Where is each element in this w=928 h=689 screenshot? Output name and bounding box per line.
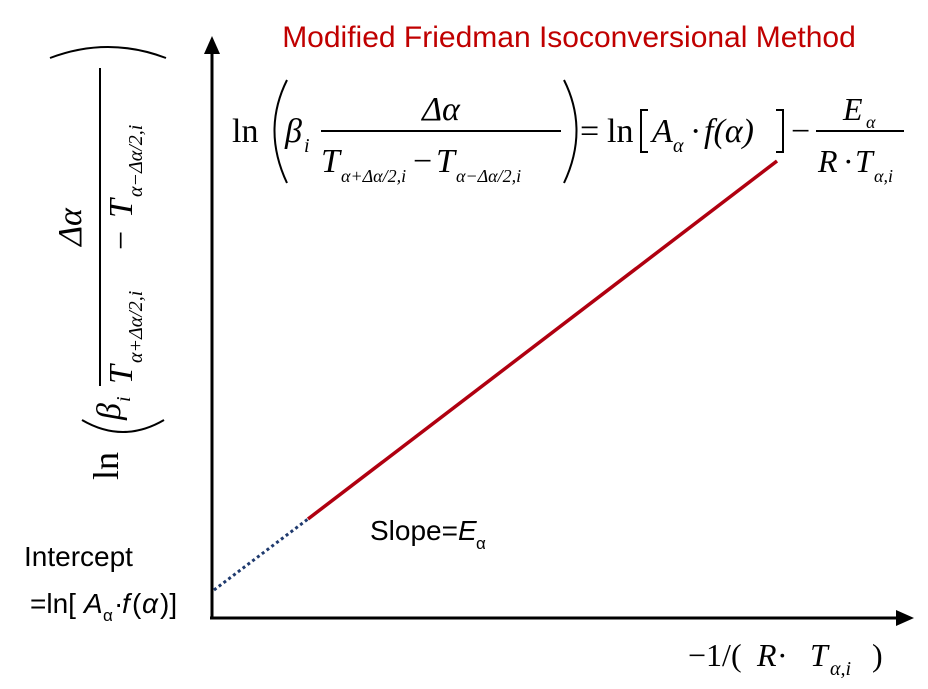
y-right-paren <box>49 46 167 59</box>
equation: ln β i Δα T α+Δα/2,i − T α−Δα/2,i = ln A… <box>232 79 904 186</box>
eq-T1: T <box>321 143 342 180</box>
x-axis-label: −1/( R · T α,i ) <box>688 637 883 680</box>
eq-T3-sub: α,i <box>874 166 893 186</box>
eq-right-bracket <box>776 109 784 153</box>
eq-beta-sub: i <box>304 135 310 157</box>
y-T2: T <box>103 197 140 218</box>
intercept-A-sub: α <box>103 606 113 625</box>
eq-E-sub: α <box>866 112 876 132</box>
intercept-A: A <box>82 588 103 619</box>
intercept-f: f <box>122 588 133 619</box>
y-left-paren <box>81 419 165 433</box>
eq-minus2: − <box>791 113 810 150</box>
eq-minus: − <box>413 143 432 180</box>
eq-E: E <box>842 91 863 127</box>
intercept-suffix: )] <box>160 588 177 619</box>
eq-A-sub: α <box>673 135 684 157</box>
slope-label: Slope= E α <box>370 515 486 553</box>
slope-prefix: Slope= <box>370 515 458 546</box>
x-R: R <box>756 637 777 673</box>
x-suffix: ) <box>872 637 883 673</box>
eq-delta-alpha: Δα <box>420 91 461 128</box>
intercept-dot: · <box>114 588 123 619</box>
eq-dot: · <box>690 113 701 150</box>
y-T2-sub: α−Δα/2,i <box>125 125 147 197</box>
y-axis-arrowhead <box>204 36 220 54</box>
slope-E: E <box>458 515 477 546</box>
y-beta-sub: i <box>113 396 135 402</box>
y-beta: β <box>91 403 128 421</box>
x-prefix: −1/( <box>688 637 742 673</box>
axes <box>204 36 914 626</box>
extrapolation-dotted-line <box>213 517 309 592</box>
eq-R: R <box>817 143 838 179</box>
intercept-label: Intercept =ln[ A α · f ( α )] <box>24 541 177 625</box>
intercept-line1: Intercept <box>24 541 133 572</box>
intercept-alpha: α <box>142 588 159 619</box>
eq-T2-sub: α−Δα/2,i <box>456 166 521 186</box>
diagram-title: Modified Friedman Isoconversional Method <box>282 21 856 54</box>
eq-f-alpha: f(α) <box>704 113 754 150</box>
y-T1-sub: α+Δα/2,i <box>125 291 147 363</box>
eq-A: A <box>650 113 673 150</box>
x-axis-arrowhead <box>896 610 914 626</box>
intercept-paren: ( <box>132 588 142 619</box>
fitted-line <box>306 159 779 521</box>
x-dot: · <box>777 637 788 673</box>
eq-right-paren <box>563 79 578 184</box>
y-minus: − <box>103 231 140 250</box>
eq-equals: = <box>580 113 599 150</box>
intercept-prefix: =ln[ <box>30 588 76 619</box>
x-T-sub: α,i <box>830 658 851 680</box>
y-ln: ln <box>86 452 126 480</box>
eq-ln: ln <box>232 113 258 150</box>
eq-beta: β <box>284 113 302 150</box>
eq-T1-sub: α+Δα/2,i <box>341 166 406 186</box>
x-T: T <box>810 637 830 673</box>
eq-T2: T <box>436 143 457 180</box>
eq-ln2: ln <box>607 113 633 150</box>
y-axis-label: ln β i Δα T α+Δα/2,i − T α−Δα/2,i <box>49 46 167 480</box>
eq-dot2: · <box>843 143 854 179</box>
eq-left-bracket <box>640 109 648 153</box>
eq-T3: T <box>855 143 875 179</box>
eq-left-paren <box>273 79 288 184</box>
slope-E-sub: α <box>476 534 486 553</box>
y-delta-alpha: Δα <box>52 207 89 248</box>
y-T1: T <box>103 363 140 384</box>
